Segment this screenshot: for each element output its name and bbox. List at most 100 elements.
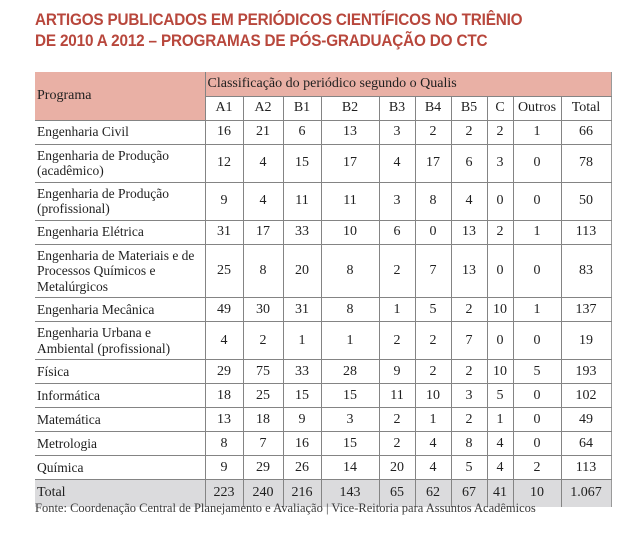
value-cell: 14: [320, 455, 380, 481]
program-name: Física: [35, 359, 206, 385]
total-label: Total: [35, 479, 206, 507]
column-header-b4: B4: [414, 95, 452, 121]
value-cell: 18: [242, 407, 284, 433]
value-cell: 0: [512, 181, 562, 221]
value-cell: 83: [560, 243, 612, 299]
value-cell: 21: [242, 119, 284, 145]
value-cell: 17: [320, 143, 380, 183]
value-cell: 16: [204, 119, 244, 145]
program-name: Engenharia Elétrica: [35, 219, 206, 245]
column-header-a1: A1: [205, 95, 244, 121]
value-cell: 3: [320, 407, 380, 433]
value-cell: 2: [414, 321, 452, 361]
value-cell: 6: [282, 119, 322, 145]
value-cell: 66: [560, 119, 612, 145]
value-cell: 10: [414, 383, 452, 409]
column-header-programa: Programa: [35, 72, 206, 121]
value-cell: 31: [204, 219, 244, 245]
value-cell: 1: [378, 297, 416, 323]
value-cell: 13: [450, 243, 488, 299]
value-cell: 4: [378, 143, 416, 183]
value-cell: 6: [378, 219, 416, 245]
value-cell: 3: [450, 383, 488, 409]
value-cell: 223: [204, 479, 244, 507]
value-cell: 143: [320, 479, 380, 507]
table-row: Engenharia Elétrica 31 17 33 10 6 0 13 2 1 113: [35, 219, 612, 245]
table-row: Engenharia de Produção (acadêmico) 12 4 15 1…: [35, 143, 612, 183]
value-cell: 26: [282, 455, 322, 481]
table-row: Engenharia de Materiais e de Processos Q…: [35, 243, 612, 299]
value-cell: 1: [512, 297, 562, 323]
value-cell: 2: [378, 407, 416, 433]
value-cell: 0: [486, 181, 514, 221]
value-cell: 49: [204, 297, 244, 323]
value-cell: 13: [320, 119, 380, 145]
value-cell: 1: [414, 407, 452, 433]
value-cell: 113: [560, 455, 612, 481]
value-cell: 0: [512, 143, 562, 183]
value-cell: 137: [560, 297, 612, 323]
value-cell: 11: [282, 181, 322, 221]
value-cell: 2: [450, 119, 488, 145]
value-cell: 11: [320, 181, 380, 221]
value-cell: 75: [242, 359, 284, 385]
column-header-total: Total: [560, 95, 612, 121]
qualis-table: Programa Classificação do periódico segu…: [35, 72, 612, 507]
value-cell: 102: [560, 383, 612, 409]
value-cell: 2: [512, 455, 562, 481]
value-cell: 10: [512, 479, 562, 507]
value-cell: 7: [414, 243, 452, 299]
table-row: Física 29 75 33 28 9 2 2 10 5 193: [35, 359, 612, 385]
page-title-line2: DE 2010 A 2012 – PROGRAMAS DE PÓS-GRADUA…: [35, 30, 488, 50]
value-cell: 3: [378, 181, 416, 221]
value-cell: 5: [450, 455, 488, 481]
value-cell: 1: [282, 321, 322, 361]
table-row: Engenharia Urbana e Ambiental (profissio…: [35, 321, 612, 361]
value-cell: 4: [242, 181, 284, 221]
value-cell: 8: [242, 243, 284, 299]
table-row: Engenharia Mecânica 49 30 31 8 1 5 2 10 1 137: [35, 297, 612, 323]
value-cell: 1: [320, 321, 380, 361]
value-cell: 9: [204, 455, 244, 481]
program-name: Engenharia Mecânica: [35, 297, 206, 323]
value-cell: 7: [450, 321, 488, 361]
value-cell: 18: [204, 383, 244, 409]
value-cell: 29: [242, 455, 284, 481]
total-row: Total 223 240 216 143 65 62 67 41 10 1.067: [35, 479, 612, 507]
value-cell: 15: [282, 143, 322, 183]
value-cell: 4: [242, 143, 284, 183]
program-name: Metrologia: [35, 431, 206, 457]
value-cell: 0: [512, 383, 562, 409]
value-cell: 11: [378, 383, 416, 409]
group-header-row: Programa Classificação do periódico segu…: [35, 72, 612, 121]
column-header-b2: B2: [320, 95, 380, 121]
value-cell: 64: [560, 431, 612, 457]
value-cell: 78: [560, 143, 612, 183]
table-row: Metrologia 8 7 16 15 2 4 8 4 0 64: [35, 431, 612, 457]
value-cell: 33: [282, 219, 322, 245]
table-row: Engenharia Civil 16 21 6 13 3 2 2 2 1 66: [35, 119, 612, 145]
value-cell: 28: [320, 359, 380, 385]
value-cell: 2: [450, 407, 488, 433]
value-cell: 2: [414, 119, 452, 145]
value-cell: 3: [378, 119, 416, 145]
value-cell: 2: [486, 219, 514, 245]
program-name: Matemática: [35, 407, 206, 433]
program-name: Engenharia de Materiais e de Processos Q…: [35, 243, 206, 299]
program-name: Informática: [35, 383, 206, 409]
page-title: ARTIGOS PUBLICADOS EM PERIÓDICOS CIENTÍF…: [35, 10, 523, 51]
value-cell: 4: [414, 455, 452, 481]
program-name: Engenharia de Produção (profissional): [35, 181, 206, 221]
value-cell: 49: [560, 407, 612, 433]
value-cell: 12: [204, 143, 244, 183]
value-cell: 17: [414, 143, 452, 183]
value-cell: 3: [486, 143, 514, 183]
value-cell: 1: [486, 407, 514, 433]
value-cell: 9: [204, 181, 244, 221]
value-cell: 29: [204, 359, 244, 385]
column-header-b5: B5: [450, 95, 488, 121]
table-row: Química 9 29 26 14 20 4 5 4 2 113: [35, 455, 612, 481]
value-cell: 41: [486, 479, 514, 507]
value-cell: 1.067: [560, 479, 612, 507]
